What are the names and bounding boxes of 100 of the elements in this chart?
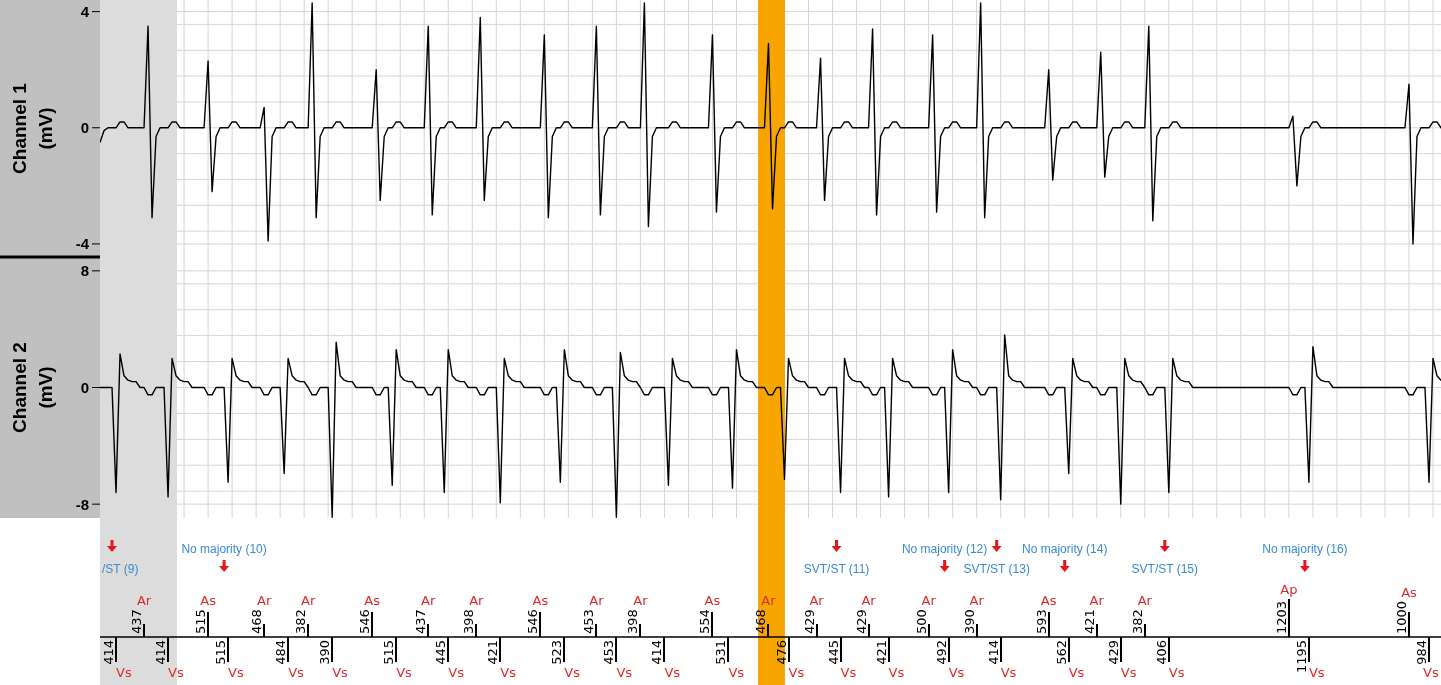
category-label: Vs — [664, 665, 681, 680]
category-label: Vs — [396, 665, 413, 680]
category-label: Ap — [1280, 582, 1298, 597]
category-label: SVT/ST (13) — [963, 562, 1030, 576]
category-label: SVT/ST (15) — [1131, 562, 1199, 576]
category-label: Ar — [589, 593, 605, 609]
y-axis-title: Channel 2 (mV) — [9, 342, 56, 433]
data-label: 390 — [961, 609, 977, 634]
data-label: 515 — [213, 640, 229, 665]
category-label: Ar — [861, 593, 877, 609]
data-label: 546 — [357, 609, 373, 634]
category-label: Ar — [469, 593, 485, 609]
category-label: Vs — [1308, 665, 1325, 680]
data-label: 414 — [101, 640, 117, 665]
data-label: 414 — [153, 640, 169, 665]
category-label: As — [1401, 584, 1418, 600]
category-label: Vs — [1120, 665, 1137, 680]
category-label: Vs — [1000, 665, 1017, 680]
data-label: 523 — [549, 640, 565, 665]
category-label: Vs — [728, 665, 745, 680]
data-label: 398 — [461, 609, 477, 634]
category-label: Ar — [301, 593, 316, 609]
data-label: 437 — [129, 609, 145, 634]
category-label: Vs — [332, 665, 349, 680]
category-label: Vs — [888, 665, 905, 680]
data-label: 453 — [581, 609, 597, 634]
category-label: Vs — [564, 665, 581, 680]
y-tick-label: 0 — [80, 119, 89, 137]
y-tick-label: 4 — [80, 3, 90, 21]
category-label: Ar — [969, 593, 985, 609]
data-label: 382 — [293, 609, 309, 634]
category-label: No majority (16) — [1262, 542, 1348, 556]
y-tick-label: 0 — [80, 379, 89, 396]
category-label: As — [1040, 593, 1057, 609]
category-label: SVT/ST (11) — [803, 562, 870, 576]
data-label: 414 — [985, 640, 1001, 665]
data-label: 421 — [485, 640, 501, 665]
category-label: Ar — [257, 593, 272, 609]
data-label: 390 — [317, 640, 333, 665]
data-label: 421 — [1081, 609, 1097, 634]
line-series — [99, 2, 1441, 245]
category-label: Vs — [116, 665, 132, 680]
category-label: Ar — [921, 593, 937, 609]
category-label: Vs — [168, 665, 184, 680]
data-label: 515 — [193, 609, 209, 634]
data-label: 468 — [753, 609, 769, 634]
data-label: 398 — [625, 609, 641, 634]
data-label: 1000 — [1393, 600, 1409, 634]
category-label: Ar — [421, 593, 437, 609]
data-label: 515 — [381, 640, 397, 665]
data-label: 429 — [1105, 640, 1121, 665]
data-label: 453 — [601, 640, 617, 665]
category-label: As — [704, 593, 721, 609]
data-label: 492 — [933, 640, 949, 665]
data-label: 554 — [697, 609, 713, 634]
y-tick-label: 8 — [80, 262, 89, 280]
category-label: Vs — [840, 665, 857, 680]
data-label: 382 — [1129, 609, 1145, 634]
data-label: 421 — [873, 640, 889, 665]
category-label: /ST (9) — [102, 562, 139, 576]
data-label: 984 — [1413, 640, 1429, 665]
category-label: Vs — [228, 665, 244, 680]
category-label: As — [532, 593, 549, 609]
category-label: As — [364, 593, 381, 609]
category-label: Vs — [948, 665, 965, 680]
data-label: 445 — [825, 640, 841, 665]
data-label: 546 — [525, 609, 541, 634]
y-tick-label: -4 — [75, 235, 90, 253]
data-label: 1203 — [1273, 600, 1289, 634]
data-label: 1195 — [1293, 640, 1309, 674]
category-label: Vs — [788, 665, 805, 680]
data-label: 437 — [413, 609, 429, 634]
category-label: Vs — [500, 665, 517, 680]
data-label: 593 — [1033, 609, 1049, 634]
category-label: Ar — [1137, 593, 1153, 609]
data-label: 562 — [1053, 640, 1069, 665]
data-label: 429 — [853, 609, 869, 634]
category-label: Vs — [288, 665, 305, 680]
data-label: 406 — [1153, 640, 1169, 665]
category-label: Ar — [633, 593, 649, 609]
category-label: Ar — [1089, 593, 1105, 609]
data-label: 429 — [801, 609, 817, 634]
category-label: No majority (10) — [181, 542, 267, 556]
category-label: Ar — [809, 593, 825, 609]
data-label: 414 — [649, 640, 665, 665]
category-label: No majority (12) — [901, 542, 988, 556]
data-label: 484 — [273, 640, 289, 665]
category-label: Vs — [616, 665, 633, 680]
data-label: 531 — [713, 640, 729, 665]
category-label: Ar — [761, 593, 777, 609]
data-label: 445 — [433, 640, 449, 665]
category-label: As — [200, 593, 217, 609]
category-label: No majority (14) — [1022, 542, 1108, 556]
category-label: Vs — [448, 665, 465, 680]
category-label: Vs — [1423, 665, 1439, 680]
category-label: Vs — [1068, 665, 1085, 680]
y-axis-title: Channel 1 (mV) — [9, 82, 56, 174]
data-label: 468 — [249, 609, 265, 634]
y-tick-label: -8 — [75, 495, 89, 513]
category-label: Vs — [1168, 665, 1185, 680]
